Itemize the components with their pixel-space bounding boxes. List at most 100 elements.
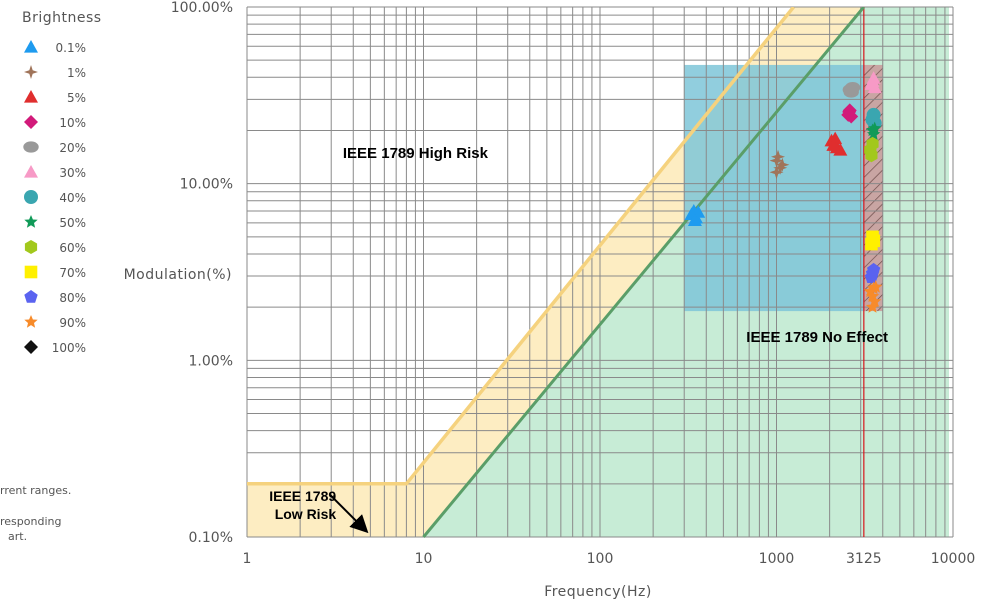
legend-item: 5% xyxy=(24,90,86,105)
star-icon xyxy=(24,215,38,228)
data-point xyxy=(842,84,859,96)
note-line-2: responding xyxy=(0,515,61,528)
legend-item-label: 80% xyxy=(59,291,86,305)
data-point xyxy=(867,127,881,141)
ellipse-icon xyxy=(23,141,39,153)
diamond-icon xyxy=(24,340,38,354)
legend-item: 60% xyxy=(24,240,86,255)
x-tick-label: 1000 xyxy=(759,551,795,567)
legend-item-label: 100% xyxy=(52,341,86,355)
data-point xyxy=(842,104,857,119)
y-axis-title: Modulation(%) xyxy=(124,267,232,283)
y-tick-label: 0.10% xyxy=(189,530,233,546)
data-point xyxy=(866,71,881,84)
legend-item-label: 5% xyxy=(67,91,86,105)
legend-title: Brightness xyxy=(22,10,102,26)
data-point xyxy=(833,143,848,156)
low-risk-boundary-line xyxy=(422,7,865,538)
series-60pct xyxy=(864,136,879,163)
y-tick-label: 100.00% xyxy=(171,0,233,16)
pentagon-icon xyxy=(24,290,38,303)
series-80pct xyxy=(864,262,881,283)
grid xyxy=(246,6,954,538)
legend-item-label: 50% xyxy=(59,216,86,230)
legend-item: 1% xyxy=(24,65,86,80)
legend-item: 30% xyxy=(24,165,86,180)
legend-item-label: 0.1% xyxy=(56,41,87,55)
series-70pct xyxy=(865,230,881,251)
x-tick-label: 10 xyxy=(415,551,433,567)
series-0_1pct xyxy=(684,204,706,226)
data-point xyxy=(828,131,843,145)
data-point xyxy=(773,160,788,175)
data-point xyxy=(771,149,785,164)
data-point xyxy=(769,153,784,168)
legend-item: 40% xyxy=(24,190,86,205)
triangle-icon xyxy=(24,165,38,178)
note-line-3: art. xyxy=(8,530,27,543)
series-20pct xyxy=(842,81,861,98)
note-line-1: rrent ranges. xyxy=(0,484,71,497)
legend-item: 80% xyxy=(24,290,86,305)
data-point xyxy=(865,148,878,163)
series-10pct xyxy=(841,103,859,124)
data-point xyxy=(868,294,882,308)
y-tick-label: 1.00% xyxy=(189,353,233,369)
data-point xyxy=(687,213,702,226)
data-point xyxy=(868,121,882,135)
series-30pct xyxy=(864,71,882,94)
legend-item-label: 70% xyxy=(59,266,86,280)
circle-icon xyxy=(24,190,38,204)
y-tick-label: 10.00% xyxy=(180,177,233,193)
data-point xyxy=(866,136,879,151)
high-risk-boundary-line xyxy=(247,7,795,486)
x-tick-label: 10000 xyxy=(931,551,976,567)
no-effect-label: IEEE 1789 No Effect xyxy=(746,329,888,346)
square-icon xyxy=(24,265,38,279)
series-5pct xyxy=(824,131,848,156)
triangle-icon xyxy=(24,90,38,103)
x-tick-label: 1 xyxy=(243,551,252,567)
triangle-icon xyxy=(24,40,38,53)
region-labels: IEEE 1789 High Risk IEEE 1789 No Effect IE… xyxy=(269,145,888,534)
hexagon-icon xyxy=(24,240,38,254)
legend-item: 70% xyxy=(24,265,86,280)
legend-item-label: 20% xyxy=(59,141,86,155)
data-point xyxy=(867,262,881,276)
data-point xyxy=(865,300,880,313)
legend-item-label: 10% xyxy=(59,116,86,130)
legend-item-label: 90% xyxy=(59,316,86,330)
side-notes: rrent ranges. responding art. xyxy=(0,484,71,543)
low-risk-label: Low Risk xyxy=(275,506,337,522)
data-point xyxy=(865,289,880,303)
legend-item-label: 40% xyxy=(59,191,86,205)
data-point xyxy=(769,165,784,180)
series-50pct xyxy=(865,121,882,141)
four-point-star-icon xyxy=(24,65,38,79)
legend: Brightness 0.1% 1% 5% 10% 20% 30% 40% 50% 60% 70%… xyxy=(22,10,102,355)
low-risk-arrow xyxy=(329,494,369,534)
data-point xyxy=(775,157,790,172)
diamond-icon xyxy=(24,115,38,129)
star-icon xyxy=(24,315,38,328)
data-points xyxy=(684,71,883,313)
legend-item: 50% xyxy=(24,215,86,230)
high-risk-label: IEEE 1789 High Risk xyxy=(343,145,489,162)
data-point xyxy=(869,280,883,293)
legend-item: 100% xyxy=(24,340,86,355)
legend-item-label: 60% xyxy=(59,241,86,255)
risk-regions xyxy=(247,7,949,537)
legend-item: 90% xyxy=(24,315,86,330)
series-1pct xyxy=(769,149,790,180)
low-risk-label: IEEE 1789 xyxy=(269,488,336,504)
x-axis-title: Frequency(Hz) xyxy=(544,584,652,600)
no-effect-region xyxy=(684,64,864,312)
x-tick-label: 3125 xyxy=(846,551,882,567)
legend-item-label: 1% xyxy=(67,66,86,80)
legend-item: 0.1% xyxy=(24,40,86,55)
axis-ticks: 1 10 100 1000 3125 10000 0.10% 1.00% 10.00% 100.0… xyxy=(171,0,976,567)
risk-boundaries xyxy=(247,7,865,538)
x-tick-label: 100 xyxy=(587,551,614,567)
legend-item: 10% xyxy=(24,115,86,130)
